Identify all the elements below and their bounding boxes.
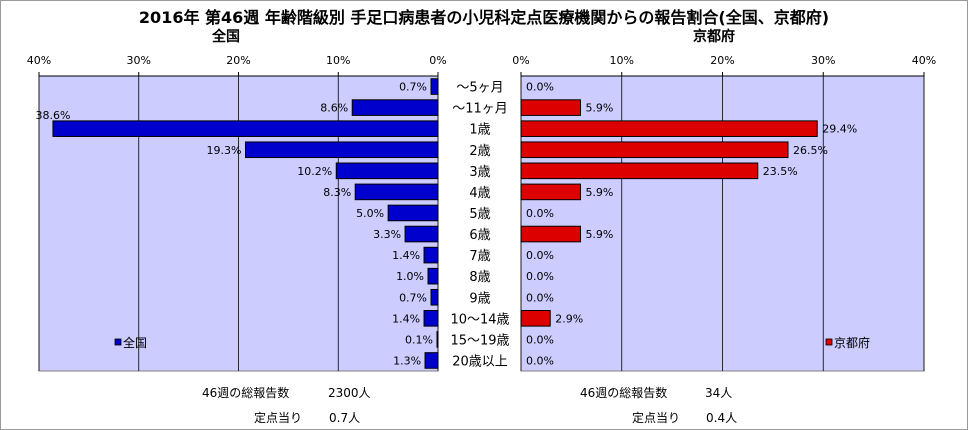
category-label: 5歳	[469, 207, 490, 222]
national-bar	[430, 288, 439, 306]
kyoto-bar	[520, 183, 581, 201]
category-label: 7歳	[469, 249, 490, 264]
national-bar	[52, 120, 439, 137]
national-bar	[423, 310, 439, 327]
national-bar	[354, 183, 439, 201]
category-label: 8歳	[469, 270, 490, 285]
kyoto-data-label: 5.9%	[585, 186, 613, 199]
category-label: ～5ヶ月	[456, 81, 503, 96]
national-tick-label: 10%	[326, 54, 350, 67]
national-data-label: 5.0%	[356, 207, 384, 220]
category-label: 15～19歳	[450, 333, 509, 348]
national-tick-label: 0%	[429, 54, 446, 67]
kyoto-tick-label: 30%	[811, 54, 835, 67]
national-data-label: 0.7%	[399, 291, 427, 304]
kyoto-bar	[520, 99, 581, 116]
category-label: 9歳	[469, 291, 490, 306]
national-tick-label: 40%	[27, 54, 51, 67]
kyoto-data-label: 0.0%	[526, 291, 554, 304]
category-label: 1歳	[469, 123, 490, 138]
kyoto-bar	[520, 225, 581, 243]
kyoto-bar	[520, 310, 551, 327]
national-bar	[387, 204, 439, 222]
national-per-value: 0.7人	[329, 411, 361, 425]
national-bar	[436, 331, 439, 348]
kyoto-data-label: 23.5%	[763, 165, 798, 178]
national-data-label: 0.7%	[399, 81, 427, 94]
national-data-label: 38.6%	[35, 109, 70, 122]
national-bar	[427, 267, 439, 285]
national-tick-label: 20%	[226, 54, 250, 67]
kyoto-data-label: 0.0%	[526, 333, 554, 346]
kyoto-bar	[520, 120, 818, 137]
kyoto-tick-label: 40%	[912, 54, 936, 67]
category-label: 20歳以上	[452, 354, 508, 369]
kyoto-legend-label: 京都府	[834, 335, 870, 350]
kyoto-bar	[520, 162, 759, 180]
national-data-label: 8.3%	[323, 186, 351, 199]
national-total-value: 2300人	[328, 386, 371, 400]
category-label: 4歳	[469, 186, 490, 201]
kyoto-panel-title: 京都府	[693, 29, 735, 45]
category-label: 6歳	[469, 228, 490, 243]
kyoto-data-label: 0.0%	[526, 249, 554, 262]
kyoto-bar	[520, 141, 789, 159]
kyoto-tick-label: 20%	[710, 54, 734, 67]
kyoto-data-label: 29.4%	[822, 123, 857, 136]
national-data-label: 3.3%	[373, 228, 401, 241]
category-label: 2歳	[469, 144, 490, 159]
chart-title: 2016年 第46週 年齢階級別 手足口病患者の小児科定点医療機関からの報告割合…	[138, 8, 830, 27]
national-legend-swatch	[114, 338, 122, 346]
kyoto-data-label: 5.9%	[585, 102, 613, 115]
kyoto-data-label: 0.0%	[526, 270, 554, 283]
national-data-label: 1.4%	[392, 312, 420, 325]
kyoto-data-label: 2.9%	[555, 312, 583, 325]
kyoto-data-label: 0.0%	[526, 207, 554, 220]
national-per-label: 定点当り	[254, 411, 303, 425]
kyoto-per-value: 0.4人	[706, 411, 738, 425]
national-data-label: 19.3%	[207, 144, 242, 157]
kyoto-legend-swatch	[825, 338, 833, 346]
national-bar	[404, 225, 439, 243]
national-data-label: 1.4%	[392, 249, 420, 262]
kyoto-total-label: 46週の総報告数	[580, 386, 668, 400]
national-bar	[423, 246, 439, 264]
kyoto-tick-label: 0%	[512, 54, 529, 67]
national-data-label: 0.1%	[405, 333, 433, 346]
national-data-label: 1.0%	[396, 270, 424, 283]
national-panel-title: 全国	[212, 29, 240, 45]
kyoto-data-label: 0.0%	[526, 354, 554, 367]
national-bar	[351, 99, 439, 116]
kyoto-data-label: 5.9%	[585, 228, 613, 241]
national-bar	[335, 162, 439, 180]
kyoto-per-label: 定点当り	[632, 411, 681, 425]
kyoto-tick-label: 10%	[610, 54, 634, 67]
national-data-label: 1.3%	[393, 354, 421, 367]
national-data-label: 10.2%	[297, 165, 332, 178]
national-bar	[430, 78, 439, 95]
national-tick-label: 30%	[127, 54, 151, 67]
national-bar	[424, 352, 439, 369]
kyoto-total-value: 34人	[705, 386, 733, 400]
national-bar	[244, 141, 439, 159]
national-legend-label: 全国	[123, 335, 147, 350]
national-data-label: 8.6%	[320, 102, 348, 115]
category-label: 3歳	[469, 165, 490, 180]
national-total-label: 46週の総報告数	[202, 386, 290, 400]
kyoto-data-label: 0.0%	[526, 81, 554, 94]
category-label: 10～14歳	[450, 312, 509, 327]
category-label: ～11ヶ月	[452, 102, 508, 117]
kyoto-data-label: 26.5%	[793, 144, 828, 157]
